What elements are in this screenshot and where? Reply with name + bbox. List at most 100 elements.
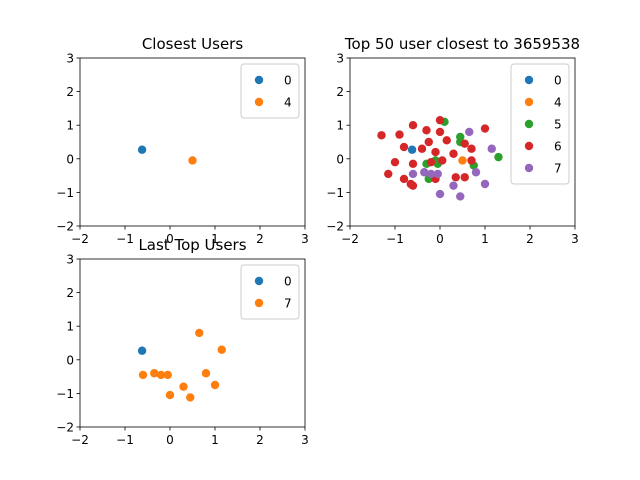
legend-label: 4	[554, 96, 562, 110]
legend-marker	[254, 298, 264, 308]
x-tick-label: 3	[571, 232, 579, 246]
chart-title: Last Top Users	[138, 236, 246, 254]
axes-frame	[349, 57, 576, 227]
x-tick-label: −1	[116, 232, 134, 246]
data-point-series-6	[422, 126, 431, 135]
y-tick-label: 2	[336, 85, 344, 99]
legend-label: 0	[284, 74, 292, 88]
chart-title: Top 50 user closest to 3659538	[344, 35, 580, 53]
data-point-series-6	[384, 169, 393, 179]
x-tick-label: −2	[71, 232, 89, 246]
data-point-series-0	[137, 145, 147, 154]
data-point-series-7	[435, 189, 445, 199]
data-point-series-5	[494, 152, 503, 162]
data-point-series-6	[451, 173, 460, 182]
data-point-series-7	[480, 179, 490, 189]
legend-label: 7	[554, 162, 562, 176]
y-tick-label: −1	[56, 186, 74, 200]
x-tick-label: 2	[256, 232, 264, 246]
data-point-series-4	[188, 156, 197, 165]
data-point-series-7	[471, 168, 481, 177]
data-point-series-7	[465, 127, 474, 137]
x-tick-label: −2	[71, 433, 89, 447]
x-tick-label: −1	[116, 433, 134, 447]
y-tick-label: 1	[336, 119, 344, 133]
y-tick-label: −1	[326, 186, 344, 200]
x-tick-label: 2	[526, 232, 534, 246]
legend-marker	[254, 75, 264, 85]
data-point-series-7	[217, 345, 226, 354]
y-tick-label: 1	[66, 320, 74, 334]
data-point-series-7	[165, 390, 175, 400]
data-point-series-7	[487, 144, 496, 153]
legend-marker	[254, 97, 264, 107]
y-tick-label: 2	[66, 85, 74, 99]
data-point-series-7	[420, 168, 429, 177]
axes-frame	[79, 258, 306, 428]
legend-label: 0	[284, 275, 292, 289]
data-point-series-6	[408, 121, 418, 130]
data-point-series-7	[433, 169, 442, 179]
data-point-series-7	[456, 192, 465, 201]
legend-box	[240, 63, 300, 119]
data-point-series-6	[426, 157, 436, 167]
y-tick-label: 3	[66, 253, 74, 267]
legend-label: 7	[284, 297, 292, 311]
data-point-series-6	[417, 144, 427, 153]
y-tick-label: 3	[66, 52, 74, 66]
data-point-series-6	[408, 159, 418, 169]
x-tick-label: 0	[166, 232, 174, 246]
data-point-series-6	[467, 144, 476, 153]
legend-box	[240, 264, 300, 320]
legend-marker	[524, 75, 534, 85]
x-tick-label: 0	[436, 232, 444, 246]
data-point-series-6	[395, 130, 404, 139]
y-tick-label: 0	[66, 353, 74, 367]
data-point-series-7	[210, 380, 220, 390]
y-tick-label: −2	[56, 220, 74, 234]
data-point-series-6	[377, 131, 386, 140]
legend-label: 6	[554, 140, 562, 154]
axes-frame	[79, 57, 306, 227]
legend-marker	[254, 276, 264, 286]
legend: 07	[240, 264, 300, 320]
data-point-series-7	[156, 370, 166, 380]
legend-label: 0	[554, 74, 562, 88]
x-tick-label: 3	[301, 433, 309, 447]
data-point-series-7	[426, 169, 436, 179]
data-point-series-6	[390, 157, 400, 167]
x-tick-label: 2	[256, 433, 264, 447]
legend-marker	[524, 119, 534, 129]
data-point-series-6	[435, 115, 445, 125]
data-point-series-6	[438, 156, 447, 165]
y-tick-label: 2	[66, 286, 74, 300]
y-tick-label: 1	[66, 119, 74, 133]
data-point-series-7	[138, 370, 148, 380]
y-tick-label: −1	[56, 387, 74, 401]
legend-label: 4	[284, 96, 292, 110]
y-tick-label: −2	[326, 220, 344, 234]
y-tick-label: 0	[336, 152, 344, 166]
x-tick-label: 0	[166, 433, 174, 447]
data-point-series-7	[150, 369, 159, 378]
data-point-series-6	[435, 127, 445, 137]
data-point-series-6	[442, 136, 451, 145]
data-point-series-6	[480, 124, 490, 133]
y-tick-label: −2	[56, 421, 74, 435]
x-tick-label: 1	[211, 232, 219, 246]
data-point-series-6	[431, 147, 440, 157]
data-point-series-6	[399, 174, 409, 184]
legend-box	[510, 63, 570, 185]
legend: 0 4 5 6 7	[510, 63, 570, 185]
data-point-series-7	[163, 370, 172, 380]
legend: 04	[240, 63, 300, 119]
data-point-series-7	[186, 393, 195, 402]
x-tick-label: 1	[481, 232, 489, 246]
data-point-series-6	[424, 137, 433, 147]
data-point-series-7	[408, 169, 418, 179]
data-point-series-6	[460, 139, 469, 148]
data-point-series-7	[201, 369, 211, 378]
